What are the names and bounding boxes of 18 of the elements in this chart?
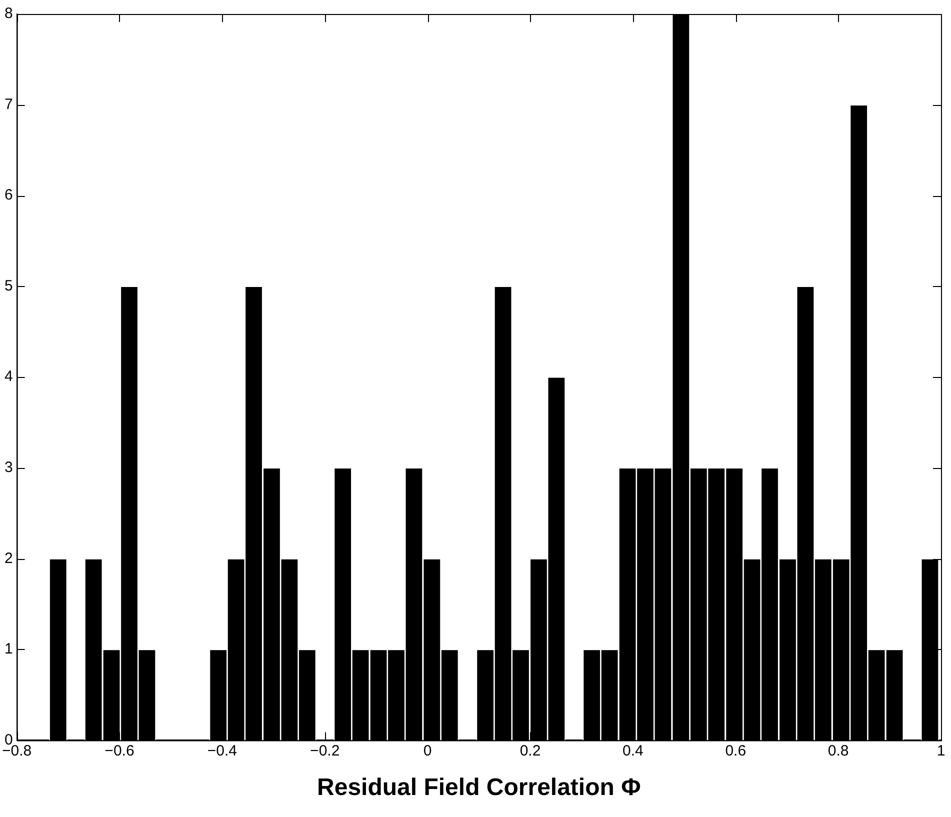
y-tick-label: 2 — [4, 550, 13, 567]
x-tick-label: 0 — [423, 742, 432, 760]
x-tick-label: 0.8 — [828, 742, 849, 760]
y-tick-label: 8 — [4, 5, 13, 22]
x-axis-title: Residual Field Correlation Φ — [317, 774, 641, 802]
y-tick-label: 4 — [4, 368, 13, 386]
x-tick-label: 0.6 — [725, 742, 746, 760]
x-tick-label: −0.2 — [310, 742, 340, 760]
y-tick-label: 6 — [4, 186, 13, 204]
x-tick-label: 0.4 — [622, 742, 644, 760]
y-tick-label: 7 — [4, 96, 13, 113]
x-tick-label: 0.2 — [520, 742, 541, 760]
y-tick-label: 1 — [4, 640, 13, 658]
x-tick-label: 1 — [936, 742, 946, 760]
x-tick-label: −0.4 — [207, 742, 237, 760]
x-tick-label: −0.6 — [104, 742, 134, 760]
y-tick-label: 3 — [4, 459, 13, 476]
y-tick-label: 5 — [4, 277, 13, 294]
